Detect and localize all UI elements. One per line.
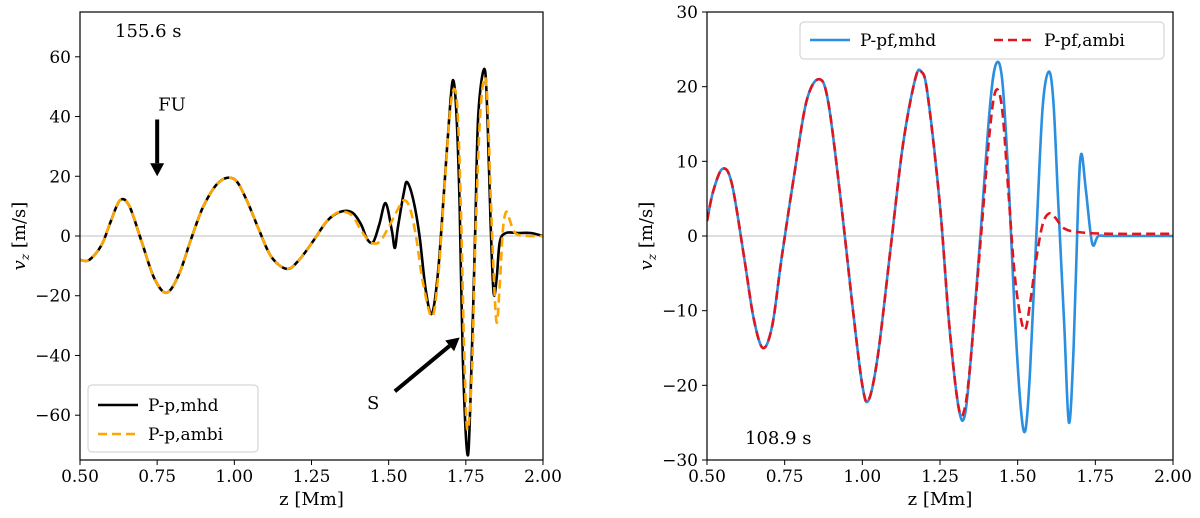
x-tick-label: 0.50 (61, 467, 99, 487)
x-tick-label: 0.50 (688, 467, 726, 487)
annotation-arrowhead-s (445, 337, 460, 352)
time-label: 155.6 s (115, 21, 182, 42)
x-tick-label: 1.75 (447, 467, 485, 487)
y-axis-label-unit: [m/s] (636, 202, 657, 254)
legend-label: P-p,ambi (148, 425, 224, 445)
y-axis-label: vz [m/s] (9, 202, 32, 271)
x-axis-label: z [Mm] (908, 489, 973, 510)
x-tick-label: 1.50 (999, 467, 1037, 487)
y-axis-label-subscript: z (18, 253, 32, 261)
x-tick-label: 2.00 (1154, 467, 1192, 487)
y-tick-label: 0 (687, 227, 698, 247)
x-tick-label: 0.75 (766, 467, 804, 487)
y-tick-label: −20 (35, 287, 71, 307)
x-tick-label: 0.75 (138, 467, 176, 487)
y-tick-label: −30 (662, 451, 698, 471)
y-tick-label: 40 (49, 108, 71, 128)
y-tick-label: 20 (49, 167, 71, 187)
series-line-2 (80, 75, 543, 432)
x-tick-label: 1.75 (1076, 467, 1114, 487)
x-tick-label: 2.00 (524, 467, 562, 487)
time-label: 108.9 s (745, 428, 812, 449)
y-tick-label: −60 (35, 406, 71, 426)
x-axis-label: z [Mm] (279, 489, 344, 510)
x-tick-label: 1.50 (370, 467, 408, 487)
y-axis-label-main: v (636, 260, 657, 270)
legend-label: P-pf,mhd (860, 31, 936, 51)
x-tick-label: 1.00 (215, 467, 253, 487)
y-axis-label: vz [m/s] (636, 202, 659, 271)
y-tick-label: −20 (662, 376, 698, 396)
y-tick-label: 60 (49, 48, 71, 68)
y-axis-label-unit: [m/s] (9, 202, 30, 254)
x-tick-label: 1.25 (921, 467, 959, 487)
annotation-arrow-s (393, 344, 451, 393)
legend-label: P-p,mhd (148, 396, 219, 416)
annotation-fu: FU (158, 95, 186, 116)
series-line-2 (707, 68, 1173, 418)
x-tick-label: 1.25 (293, 467, 331, 487)
annotation-s: S (367, 393, 379, 414)
y-axis-label-main: v (9, 260, 30, 270)
y-tick-label: −10 (662, 302, 698, 322)
y-axis-label-subscript: z (645, 253, 659, 261)
y-tick-label: 30 (676, 3, 698, 23)
y-tick-label: 0 (60, 227, 71, 247)
series-line-1 (707, 60, 1173, 434)
left-chart: 0.50 0.75 1.00 1.25 1.50 1.75 2.00 −60 −40 −20 0 20… (9, 11, 562, 510)
right-chart: 0.50 0.75 1.00 1.25 1.50 1.75 2.00 −30 −20 −10 0 10… (636, 3, 1192, 510)
x-tick-label: 1.00 (843, 467, 881, 487)
y-tick-label: 10 (676, 152, 698, 172)
annotation-arrowhead-fu (150, 163, 165, 177)
y-tick-label: −40 (35, 346, 71, 366)
legend-box (799, 21, 1165, 60)
y-tick-label: 20 (676, 78, 698, 98)
legend-label: P-pf,ambi (1044, 31, 1125, 51)
